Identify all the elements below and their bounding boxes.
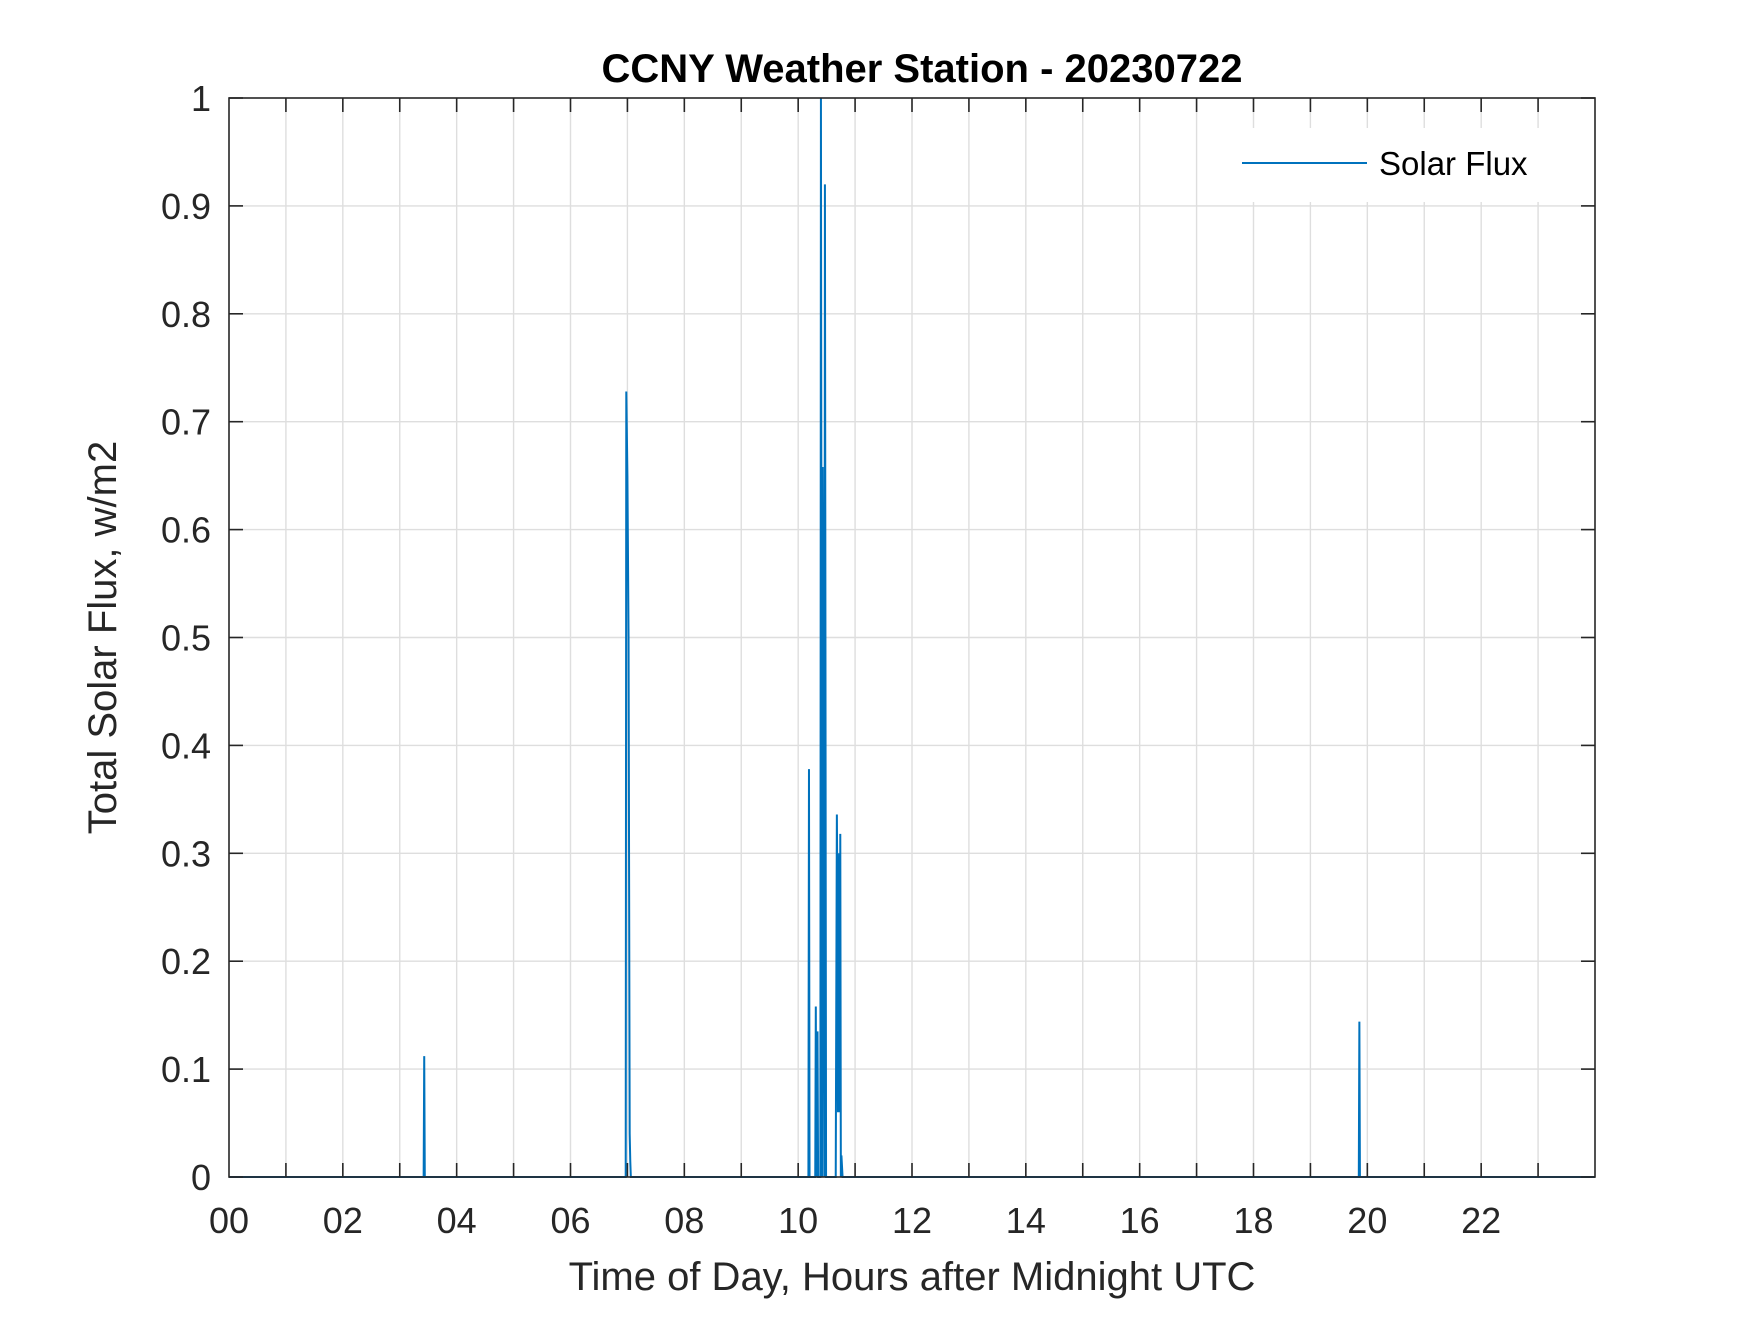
y-tick-label: 0.9 <box>161 186 211 227</box>
x-tick-label: 14 <box>1006 1200 1046 1241</box>
y-tick-label: 0 <box>191 1157 211 1198</box>
y-tick-label: 0.5 <box>161 618 211 659</box>
x-tick-label: 06 <box>550 1200 590 1241</box>
legend: Solar Flux <box>1230 128 1580 202</box>
x-tick-label: 00 <box>209 1200 249 1241</box>
y-axis-title: Total Solar Flux, w/m2 <box>81 441 125 834</box>
axis-ticks <box>229 97 1595 1178</box>
x-tick-label: 16 <box>1120 1200 1160 1241</box>
y-tick-label: 0.2 <box>161 941 211 982</box>
x-axis-title: Time of Day, Hours after Midnight UTC <box>569 1255 1256 1299</box>
y-tick-label: 0.6 <box>161 510 211 551</box>
y-tick-label: 0.1 <box>161 1049 211 1090</box>
y-tick-label: 0.7 <box>161 402 211 443</box>
legend-box <box>1230 128 1580 202</box>
y-tick-label: 1 <box>191 78 211 119</box>
chart-title: CCNY Weather Station - 20230722 <box>602 47 1243 91</box>
x-tick-label: 22 <box>1461 1200 1501 1241</box>
x-tick-label: 04 <box>437 1200 477 1241</box>
legend-label-solar-flux: Solar Flux <box>1379 145 1528 182</box>
grid <box>229 98 1595 1177</box>
y-tick-label: 0.4 <box>161 725 211 766</box>
x-tick-label: 08 <box>664 1200 704 1241</box>
x-tick-label: 02 <box>323 1200 363 1241</box>
x-tick-label: 10 <box>778 1200 818 1241</box>
x-tick-label: 18 <box>1233 1200 1273 1241</box>
y-tick-label: 0.3 <box>161 833 211 874</box>
tick-labels: 00 02 04 06 08 10 12 14 16 18 20 22 0 0.1 0.2 0.3 0.4 0.5… <box>161 78 1501 1241</box>
x-tick-label: 12 <box>892 1200 932 1241</box>
y-tick-label: 0.8 <box>161 294 211 335</box>
x-tick-label: 20 <box>1347 1200 1387 1241</box>
